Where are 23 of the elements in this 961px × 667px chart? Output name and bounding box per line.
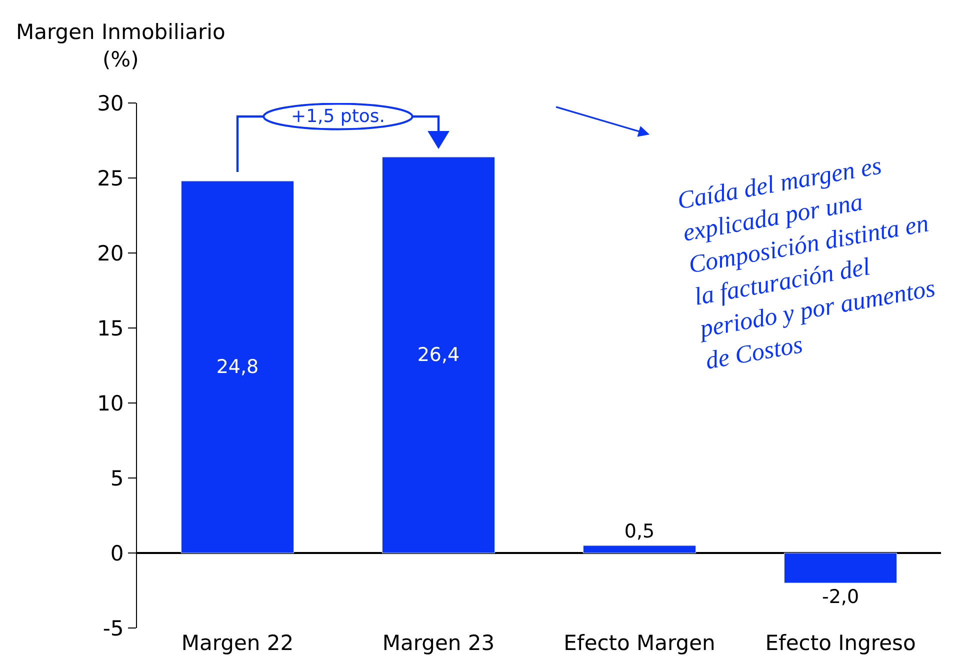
y-tick-label: 20	[97, 241, 124, 266]
x-tick-label: Efecto Ingreso	[765, 631, 916, 655]
y-tick-label: 15	[97, 316, 124, 340]
y-tick-label: 0	[110, 541, 124, 566]
x-tick-label: Efecto Margen	[564, 631, 716, 655]
data-label: 26,4	[417, 344, 460, 366]
annotation: +1,5 ptos.	[291, 106, 386, 127]
data-label: 24,8	[216, 356, 259, 378]
bar	[784, 552, 898, 584]
data-label: 0,5	[624, 520, 655, 542]
bar	[382, 156, 496, 554]
x-tick-label: Margen 23	[382, 631, 495, 655]
y-tick-label: -5	[102, 616, 124, 640]
bar	[582, 545, 696, 554]
y-tick-label: 5	[110, 466, 124, 490]
x-tick-label: Margen 22	[181, 631, 294, 655]
annotation: Caída del margen es explicada por una Composición distinta en la facturación del periodo y por aumentos de Costos	[675, 152, 938, 375]
y-tick-label: 10	[97, 391, 124, 416]
data-label: -2,0	[822, 586, 860, 608]
y-tick-label: 25	[97, 166, 124, 190]
bar	[180, 180, 294, 554]
y-tick-label: 30	[97, 91, 124, 116]
y-axis-title: Margen Inmobiliario (%)	[16, 20, 226, 72]
